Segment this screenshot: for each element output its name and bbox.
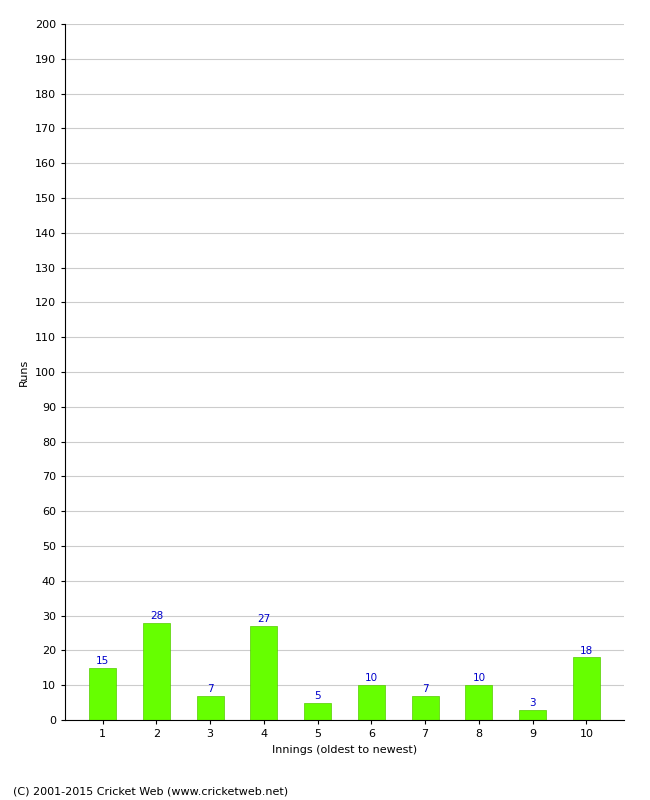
Text: (C) 2001-2015 Cricket Web (www.cricketweb.net): (C) 2001-2015 Cricket Web (www.cricketwe…	[13, 786, 288, 796]
Text: 10: 10	[473, 674, 486, 683]
Text: 5: 5	[315, 691, 321, 701]
Bar	[358, 685, 385, 720]
Bar	[304, 702, 331, 720]
X-axis label: Innings (oldest to newest): Innings (oldest to newest)	[272, 745, 417, 754]
Bar	[197, 696, 224, 720]
Bar	[250, 626, 278, 720]
Bar	[89, 668, 116, 720]
Text: 27: 27	[257, 614, 270, 624]
Text: 3: 3	[529, 698, 536, 708]
Bar	[519, 710, 546, 720]
Text: 7: 7	[422, 684, 428, 694]
Y-axis label: Runs: Runs	[20, 358, 29, 386]
Bar	[573, 658, 600, 720]
Text: 10: 10	[365, 674, 378, 683]
Text: 15: 15	[96, 656, 109, 666]
Text: 7: 7	[207, 684, 213, 694]
Bar	[465, 685, 492, 720]
Text: 28: 28	[150, 611, 163, 621]
Text: 18: 18	[580, 646, 593, 656]
Bar	[143, 622, 170, 720]
Bar	[411, 696, 439, 720]
